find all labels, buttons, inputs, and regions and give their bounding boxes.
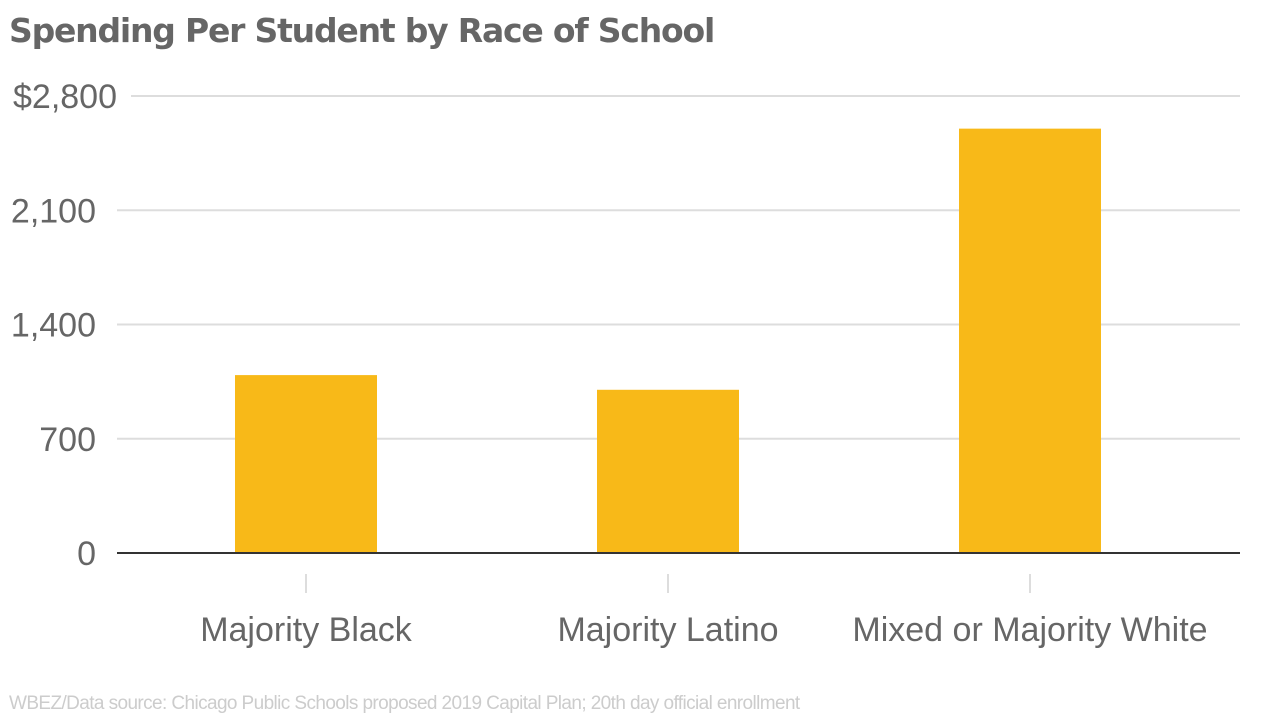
x-axis-category-labels: Majority Black Majority Latino Mixed or Ma…	[200, 611, 1207, 649]
bar-mixed-or-majority-white	[959, 128, 1101, 553]
x-axis-ticks	[305, 574, 1031, 593]
y-tick-label: 700	[39, 421, 96, 459]
source-note: WBEZ/Data source: Chicago Public Schools…	[9, 693, 800, 714]
y-axis-tick-labels: 0 700 1,400 2,100 $2,800	[11, 78, 117, 573]
bar-majority-black	[235, 375, 377, 553]
x-category-label: Majority Latino	[557, 611, 778, 649]
chart-title: Spending Per Student by Race of School	[9, 11, 715, 50]
bars	[235, 128, 1101, 553]
y-tick-label: 0	[77, 535, 96, 573]
x-category-label: Majority Black	[200, 611, 413, 649]
x-category-label: Mixed or Majority White	[852, 611, 1207, 649]
bar-majority-latino	[597, 389, 739, 553]
y-tick-label: 1,400	[11, 307, 96, 345]
y-tick-label: $2,800	[13, 78, 117, 116]
y-tick-label: 2,100	[11, 192, 96, 230]
